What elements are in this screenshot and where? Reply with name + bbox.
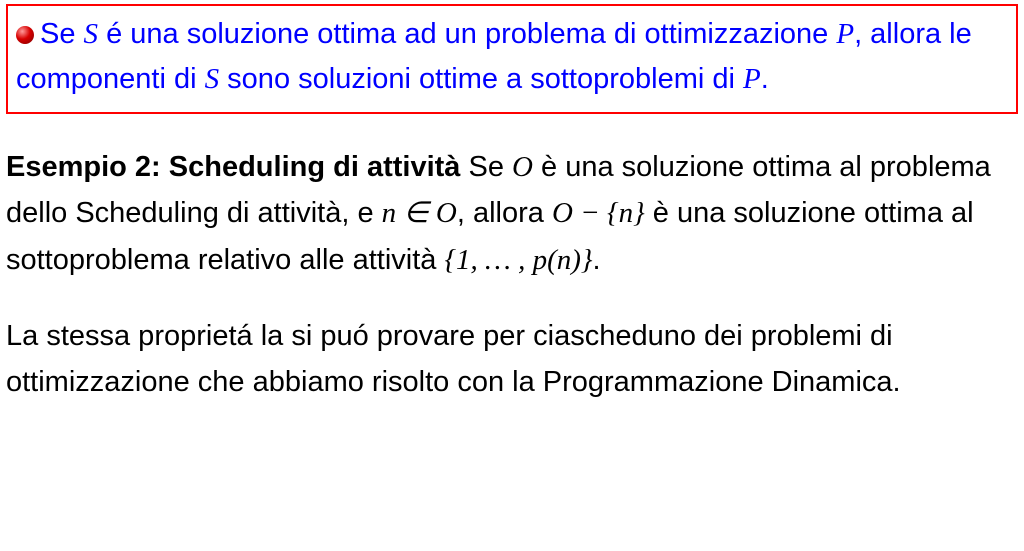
slide-page: Se S é una soluzione ottima ad un proble… <box>0 0 1024 410</box>
closing-paragraph: La stessa proprietá la si puó provare pe… <box>6 313 1018 406</box>
math-var-P: P <box>836 18 854 50</box>
box-text-1: Se <box>40 18 84 50</box>
highlighted-principle-box: Se S é una soluzione ottima ad un proble… <box>6 4 1018 114</box>
example-heading: Esempio 2: Scheduling di attività <box>6 151 460 183</box>
math-var-n: n <box>382 197 397 229</box>
math-var-S-2: S <box>205 63 220 95</box>
math-set-close: } <box>633 197 645 229</box>
math-var-n-3: n <box>557 244 572 276</box>
math-minus-set: − { <box>573 197 619 229</box>
red-sphere-icon <box>16 26 34 44</box>
math-var-P-2: P <box>743 63 761 95</box>
math-var-O-3: O <box>552 197 573 229</box>
closing-text: La stessa proprietá la si puó provare pe… <box>6 320 901 398</box>
math-var-O: O <box>512 151 533 183</box>
math-paren-open: ( <box>547 244 557 276</box>
math-paren-close: )} <box>571 244 592 276</box>
ex-text-1: Se <box>460 151 512 183</box>
box-text-4: sono soluzioni ottime a sottoproblemi di <box>219 63 743 95</box>
math-elem: ∈ <box>396 197 436 229</box>
math-var-n-2: n <box>619 197 634 229</box>
math-set-open: {1, … , <box>444 244 532 276</box>
ex-text-5: . <box>593 244 601 276</box>
math-var-p: p <box>533 244 548 276</box>
box-text-5: . <box>761 63 769 95</box>
math-var-S: S <box>84 18 99 50</box>
example-paragraph: Esempio 2: Scheduling di attività Se O è… <box>6 144 1018 283</box>
ex-text-3: , allora <box>457 197 552 229</box>
math-var-O-2: O <box>436 197 457 229</box>
box-text-2: é una soluzione ottima ad un problema di… <box>98 18 836 50</box>
